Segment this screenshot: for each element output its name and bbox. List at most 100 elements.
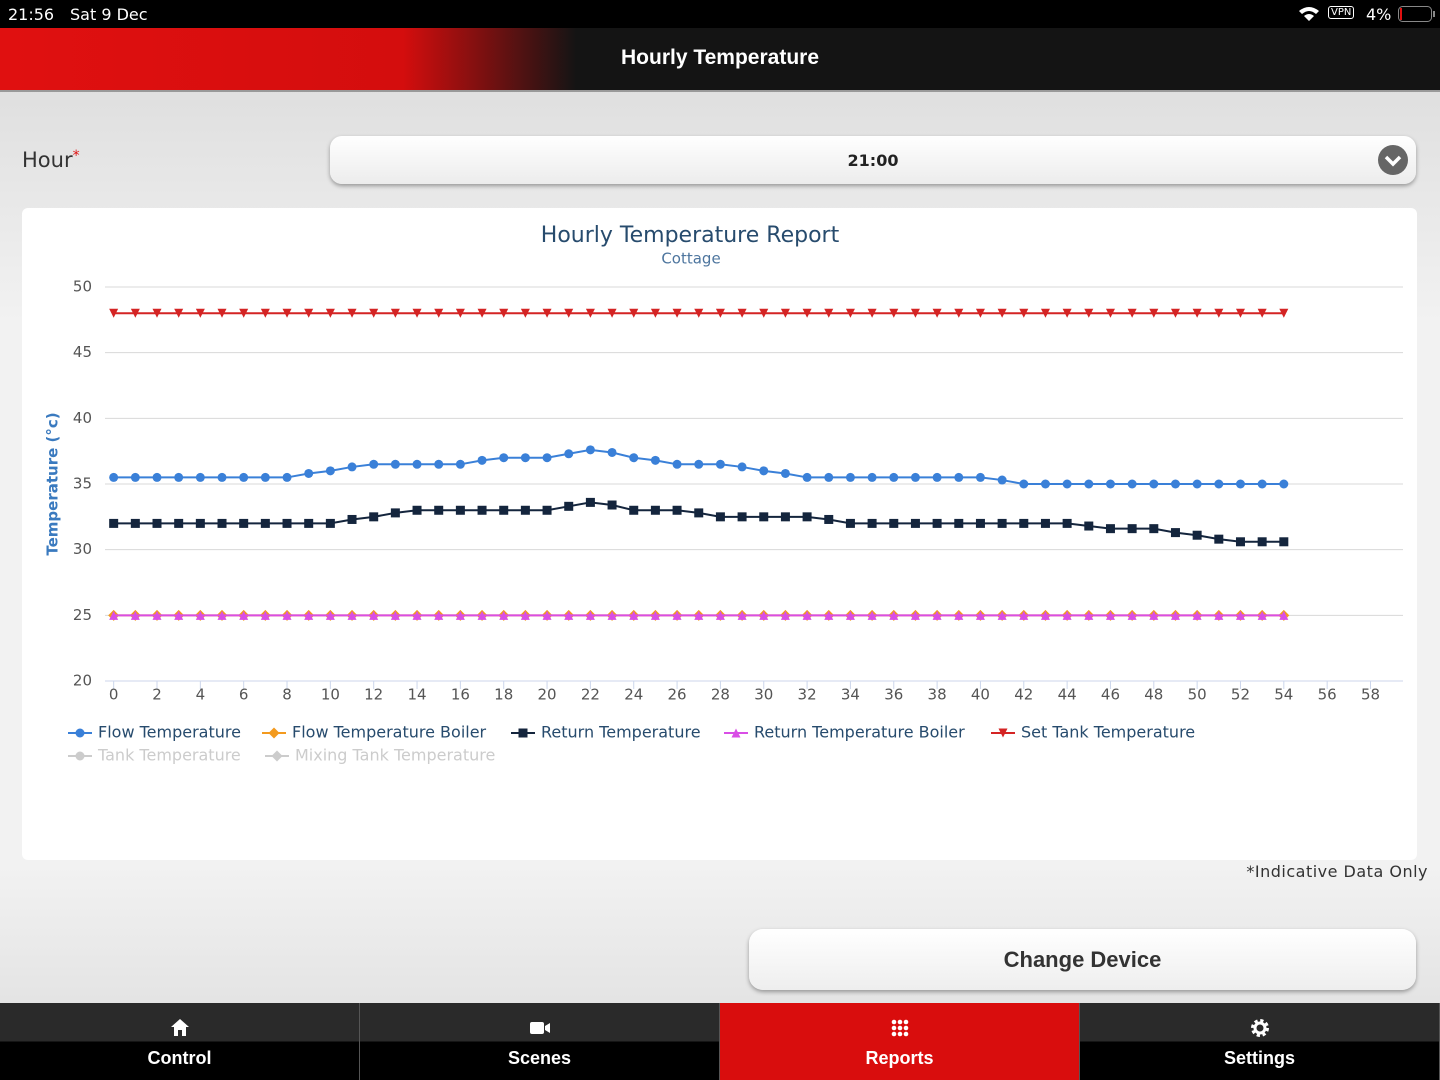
x-tick-label: 46	[1101, 686, 1120, 704]
marker	[542, 505, 552, 515]
marker	[325, 466, 335, 476]
marker	[780, 610, 790, 620]
tab[interactable]: Settings	[1080, 1003, 1440, 1080]
marker	[1235, 537, 1245, 547]
marker	[304, 518, 314, 528]
marker	[412, 308, 422, 318]
x-tick-label: 26	[668, 686, 687, 704]
marker	[477, 455, 487, 465]
marker	[1192, 308, 1202, 318]
marker	[629, 453, 639, 463]
marker	[694, 459, 704, 469]
x-tick-label: 14	[407, 686, 426, 704]
legend-label[interactable]: Tank Temperature	[97, 746, 241, 765]
marker	[520, 505, 530, 515]
marker	[694, 508, 704, 518]
marker	[282, 610, 292, 620]
marker	[564, 449, 574, 459]
marker	[694, 308, 704, 318]
marker	[867, 518, 877, 528]
marker	[271, 750, 283, 762]
marker	[1257, 610, 1267, 620]
marker	[455, 610, 465, 620]
marker	[889, 308, 899, 318]
marker	[347, 514, 357, 524]
marker	[585, 610, 595, 620]
marker	[1127, 610, 1137, 620]
marker	[1214, 610, 1224, 620]
marker	[932, 308, 942, 318]
x-tick-label: 12	[364, 686, 383, 704]
marker	[715, 459, 725, 469]
marker	[650, 505, 660, 515]
x-tick-label: 30	[754, 686, 773, 704]
marker	[867, 610, 877, 620]
marker	[1062, 518, 1072, 528]
marker	[325, 610, 335, 620]
marker	[737, 462, 747, 472]
marker	[1105, 524, 1115, 534]
marker	[824, 610, 834, 620]
marker	[1279, 537, 1289, 547]
legend-label[interactable]: Set Tank Temperature	[1021, 723, 1195, 742]
marker	[845, 472, 855, 482]
legend-label[interactable]: Return Temperature Boiler	[754, 723, 965, 742]
x-tick-label: 50	[1188, 686, 1207, 704]
marker	[607, 500, 617, 510]
marker	[152, 610, 162, 620]
marker	[520, 610, 530, 620]
tab-icon	[170, 1019, 189, 1036]
marker	[325, 308, 335, 318]
marker	[1235, 479, 1245, 489]
tab[interactable]: Control	[0, 1003, 360, 1080]
marker	[954, 610, 964, 620]
marker	[174, 308, 184, 318]
marker	[260, 610, 270, 620]
tab[interactable]: Scenes	[360, 1003, 720, 1080]
tab[interactable]: Reports	[720, 1003, 1080, 1080]
change-device-button[interactable]: Change Device	[749, 929, 1416, 990]
marker	[650, 455, 660, 465]
marker	[802, 512, 812, 522]
tab-label: Scenes	[507, 1048, 572, 1068]
x-tick-label: 22	[581, 686, 600, 704]
marker	[672, 459, 682, 469]
marker	[824, 514, 834, 524]
marker	[195, 308, 205, 318]
legend-label[interactable]: Flow Temperature Boiler	[292, 723, 487, 742]
marker	[195, 610, 205, 620]
marker	[954, 308, 964, 318]
marker	[997, 308, 1007, 318]
marker	[737, 512, 747, 522]
status-date: Sat 9 Dec	[70, 5, 148, 24]
marker	[390, 308, 400, 318]
marker	[260, 308, 270, 318]
marker	[390, 610, 400, 620]
marker	[672, 308, 682, 318]
marker	[889, 472, 899, 482]
marker	[607, 447, 617, 457]
marker	[1105, 479, 1115, 489]
marker	[1019, 479, 1029, 489]
marker	[759, 466, 769, 476]
legend-label[interactable]: Return Temperature	[541, 723, 701, 742]
marker	[75, 728, 85, 738]
tab-label: Reports	[865, 1048, 934, 1068]
marker	[152, 472, 162, 482]
x-tick-label: 6	[239, 686, 249, 704]
x-tick-label: 44	[1058, 686, 1077, 704]
legend-label[interactable]: Flow Temperature	[98, 723, 241, 742]
marker	[412, 459, 422, 469]
marker	[845, 308, 855, 318]
hour-select[interactable]: 21:00	[330, 136, 1416, 184]
marker	[499, 453, 509, 463]
marker	[109, 518, 119, 528]
marker	[499, 505, 509, 515]
marker	[1279, 479, 1289, 489]
battery-icon	[1398, 6, 1435, 22]
marker	[1019, 518, 1029, 528]
legend-label[interactable]: Mixing Tank Temperature	[295, 746, 495, 765]
marker	[1149, 479, 1159, 489]
tab-label: Control	[147, 1048, 212, 1068]
marker	[585, 497, 595, 507]
